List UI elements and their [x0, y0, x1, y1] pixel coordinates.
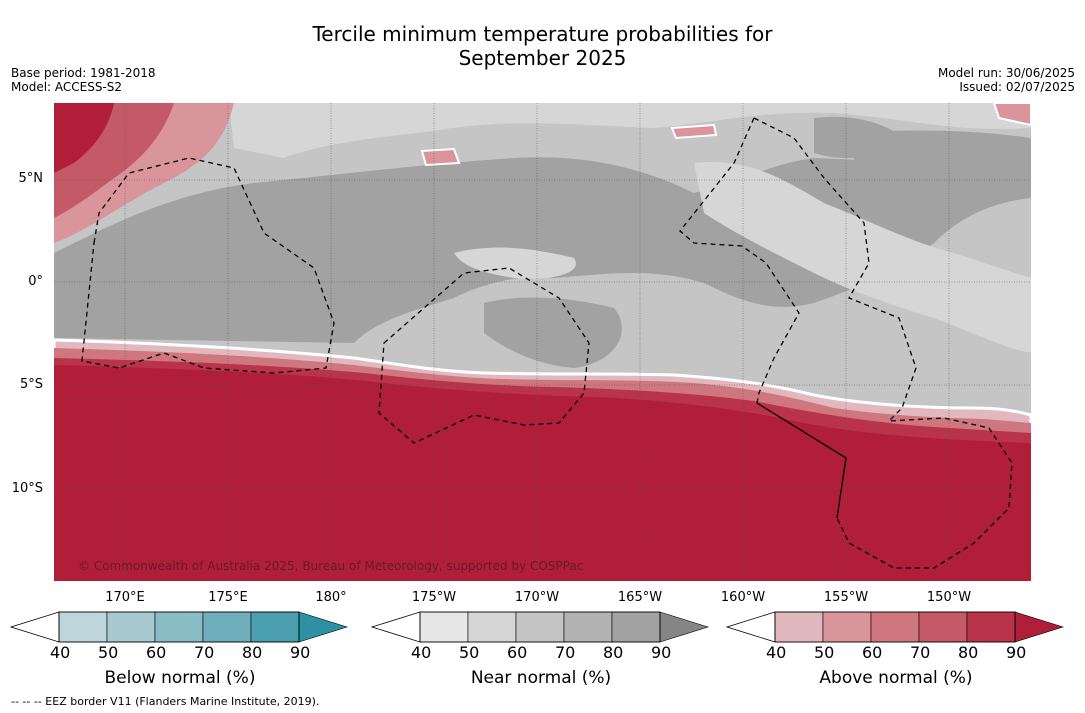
tick: 70: [194, 643, 215, 662]
colorbar-above-normal: [726, 611, 1065, 643]
tick: 80: [242, 643, 263, 662]
tick: 60: [146, 643, 167, 662]
lat-label-0: 0°: [28, 274, 43, 289]
title-line-1: Tercile minimum temperature probabilitie…: [312, 22, 773, 46]
above-normal-nw-90: [54, 103, 114, 173]
tick: 40: [766, 643, 787, 662]
colorbar-above-high-extend: [1014, 611, 1065, 643]
colorbar-near-title: Near normal (%): [470, 668, 612, 688]
lat-label-10s: 10°S: [11, 481, 43, 496]
near-normal-50-top: [229, 103, 1031, 158]
colorbar-below-normal: [10, 611, 349, 643]
colorbar-near-swatch: [467, 611, 517, 643]
tick: 50: [814, 643, 835, 662]
lon-label-160w: 160°W: [720, 590, 766, 605]
colorbar-below-high-extend: [298, 611, 349, 643]
lon-label-175e: 175°E: [208, 590, 248, 605]
lon-label-155w: 155°W: [823, 590, 869, 605]
above-normal-patch-3: [992, 103, 1031, 127]
above-normal-patch-2: [670, 123, 718, 140]
tick: 90: [290, 643, 311, 662]
tick: 60: [862, 643, 883, 662]
colorbar-below-title: Below normal (%): [104, 668, 256, 688]
lon-label-170w: 170°W: [514, 590, 560, 605]
colorbar-below-swatch: [58, 611, 108, 643]
eez-borders: [81, 117, 1013, 569]
colorbar-above-outline: [774, 611, 1016, 643]
lon-label-150w: 150°W: [926, 590, 972, 605]
colorbar-below-swatch: [106, 611, 156, 643]
gridlines: [54, 103, 1031, 581]
meta-right: Model run: 30/06/2025 Issued: 02/07/2025: [938, 66, 1075, 94]
colorbar-near-low-extend: [371, 611, 421, 643]
base-period: Base period: 1981-2018: [11, 66, 156, 80]
colorbar-above-low-extend: [726, 611, 776, 643]
tick: 70: [910, 643, 931, 662]
colorbar-below-swatch: [154, 611, 204, 643]
meta-left: Base period: 1981-2018 Model: ACCESS-S2: [11, 66, 156, 94]
colorbar-below-low-extend: [10, 611, 60, 643]
colorbar-below-swatch: [202, 611, 252, 643]
above-normal-patch-1: [420, 147, 461, 167]
colorbar-above-swatch: [822, 611, 872, 643]
above-normal-south-90: [54, 365, 1031, 581]
eez-footnote: -- -- -- EEZ border V11 (Flanders Marine…: [11, 695, 320, 708]
colorbar-near-swatch: [563, 611, 613, 643]
probability-map: [54, 103, 1031, 581]
colorbar-near-high-extend: [659, 611, 710, 643]
tick: 60: [507, 643, 528, 662]
colorbar-near-swatch: [419, 611, 469, 643]
tick: 50: [459, 643, 480, 662]
near-normal-60-patch-2: [484, 297, 622, 368]
near-normal-50-right: [694, 162, 1031, 353]
title-line-2: September 2025: [458, 46, 627, 70]
colorbar-above-swatch: [918, 611, 968, 643]
colorbar-above-swatch: [870, 611, 920, 643]
eez-solid-border: [756, 402, 847, 519]
colorbar-near-swatch: [515, 611, 565, 643]
lon-label-180: 180°: [315, 590, 347, 605]
colorbar-near-outline: [419, 611, 661, 643]
tick: 80: [958, 643, 979, 662]
tick: 50: [98, 643, 119, 662]
colorbar-above-title: Above normal (%): [819, 668, 973, 688]
tick: 40: [411, 643, 432, 662]
colorbar-above-swatch: [966, 611, 1016, 643]
lat-label-5n: 5°N: [18, 171, 44, 186]
colorbar-below-outline: [58, 611, 300, 643]
lat-label-5s: 5°S: [19, 377, 43, 392]
chart-title: Tercile minimum temperature probabilitie…: [0, 22, 1085, 70]
copyright-notice: © Commonwealth of Australia 2025, Bureau…: [78, 559, 584, 573]
lon-label-175w: 175°W: [411, 590, 457, 605]
tick: 90: [1006, 643, 1027, 662]
issued-date: Issued: 02/07/2025: [959, 80, 1075, 94]
lon-label-170e: 170°E: [105, 590, 145, 605]
colorbar-near-normal: [371, 611, 710, 643]
model-name: Model: ACCESS-S2: [11, 80, 123, 94]
tick: 90: [651, 643, 672, 662]
colorbar-near-swatch: [611, 611, 661, 643]
lon-label-165w: 165°W: [617, 590, 663, 605]
tick: 40: [50, 643, 71, 662]
tick: 70: [555, 643, 576, 662]
model-run: Model run: 30/06/2025: [937, 66, 1075, 80]
colorbar-above-swatch: [774, 611, 824, 643]
near-normal-60-patch-4: [854, 130, 1031, 174]
tick: 80: [603, 643, 624, 662]
colorbar-below-swatch: [250, 611, 300, 643]
